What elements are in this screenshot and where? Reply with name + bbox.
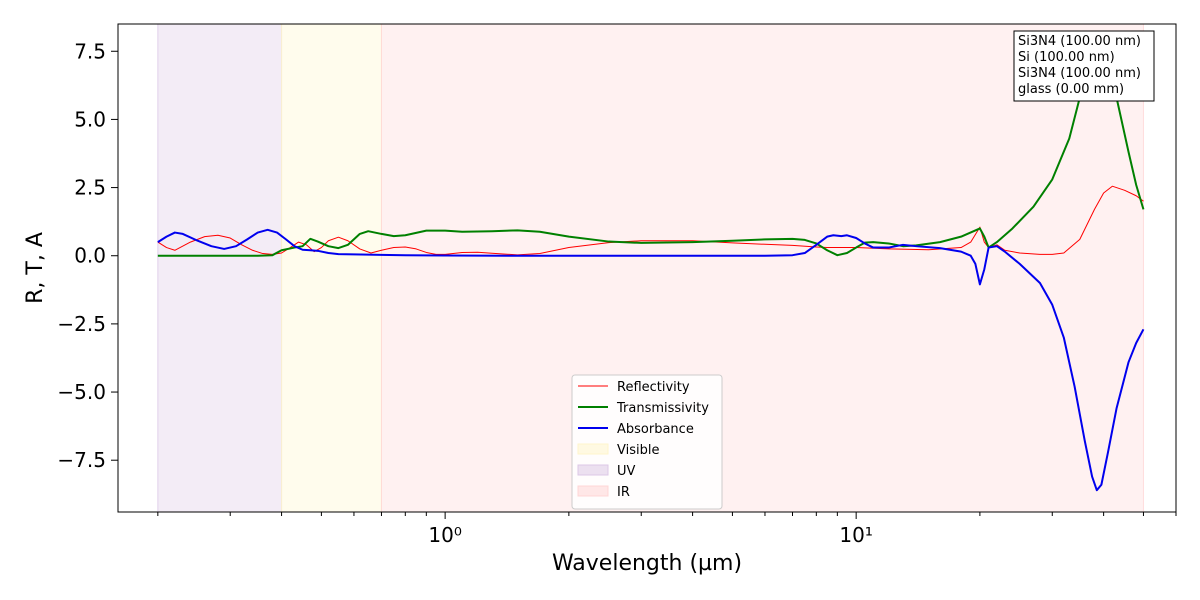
- layer-stack-annotation: Si3N4 (100.00 nm)Si (100.00 nm)Si3N4 (10…: [1013, 30, 1155, 102]
- y-tick-label: −7.5: [57, 448, 106, 472]
- x-tick-label: 10¹: [839, 523, 872, 547]
- legend-swatch: [577, 464, 609, 476]
- x-axis-label: Wavelength (µm): [552, 551, 742, 576]
- y-tick-label: 7.5: [74, 39, 106, 63]
- y-axis: 7.5 5.0 2.5 0.0 −2.5 −5.0 −7.5: [57, 39, 118, 472]
- x-axis: 10⁰ 10¹: [157, 512, 1177, 547]
- x-tick-label: 10⁰: [428, 523, 461, 547]
- plot-frame: [117, 23, 1177, 513]
- legend-box: [571, 374, 723, 510]
- annotation-box: [1013, 30, 1155, 102]
- legend-swatch: [577, 443, 609, 455]
- band-uv: [157, 23, 283, 513]
- series-absorbance: [157, 228, 1145, 492]
- annotation-line: glass (0.00 mm): [1018, 82, 1124, 97]
- legend-swatch: [577, 485, 609, 497]
- y-tick-label: 2.5: [74, 176, 106, 200]
- legend: Reflectivity Transmissivity Absorbance Visi…: [571, 374, 723, 510]
- annotation-line: Si3N4 (100.00 nm): [1018, 66, 1141, 81]
- annotation-line: Si3N4 (100.00 nm): [1018, 34, 1141, 49]
- legend-label: Visible: [617, 443, 659, 458]
- annotation-line: Si (100.00 nm): [1018, 50, 1115, 65]
- legend-label: Transmissivity: [616, 401, 709, 416]
- series-lines: [157, 44, 1145, 492]
- y-tick-label: 0.0: [74, 244, 106, 268]
- legend-label: IR: [617, 485, 630, 500]
- series-transmissivity: [157, 44, 1145, 257]
- legend-label: Absorbance: [617, 422, 694, 437]
- legend-label: Reflectivity: [617, 380, 690, 395]
- y-tick-label: −2.5: [57, 312, 106, 336]
- band-visible: [281, 23, 382, 513]
- legend-label: UV: [617, 464, 636, 479]
- y-axis-label: R, T, A: [23, 232, 48, 304]
- y-tick-label: −5.0: [57, 380, 106, 404]
- y-tick-label: 5.0: [74, 107, 106, 131]
